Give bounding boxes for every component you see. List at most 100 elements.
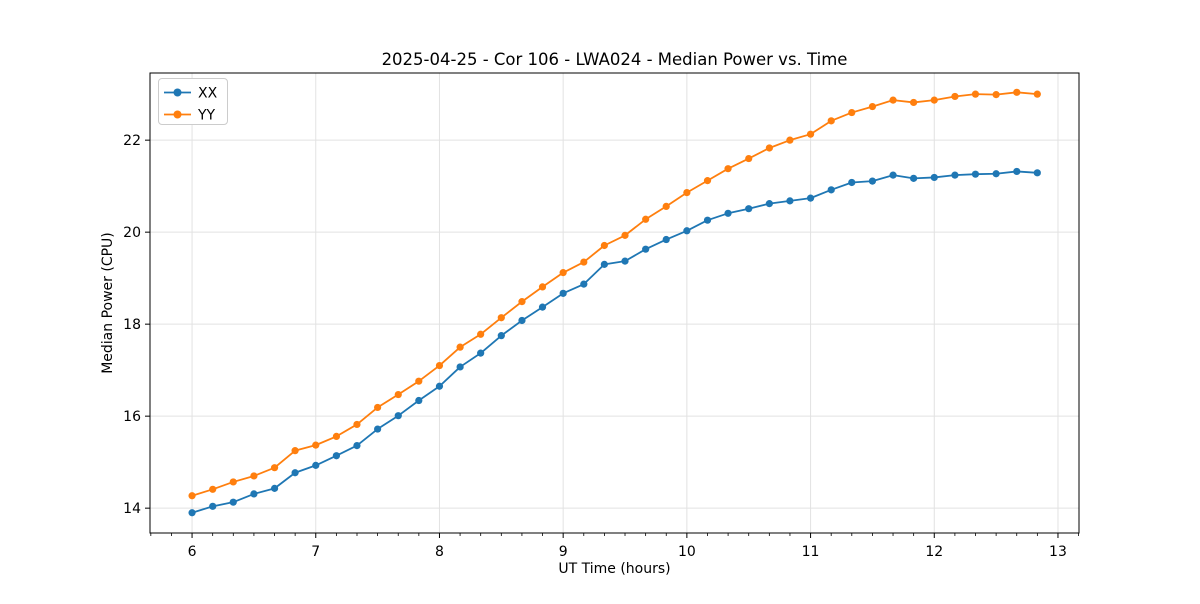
data-point-xx [930, 173, 938, 182]
series-yy [188, 88, 1041, 500]
data-point-yy [765, 144, 773, 152]
tick-labels: 6 7 8 9 10 11 12 13 14 16 18 20 22 [123, 133, 1067, 560]
data-point-yy [662, 202, 670, 210]
x-axis-label: UT Time (hours) [558, 561, 670, 577]
data-point-yy [621, 231, 629, 239]
data-point-yy [229, 478, 237, 486]
x-tick-label: 9 [559, 544, 568, 560]
data-point-xx [291, 469, 299, 477]
data-point-xx [394, 412, 402, 420]
series-xx-line [191, 170, 1038, 514]
data-point-xx [703, 216, 712, 224]
data-point-yy [188, 492, 196, 500]
data-point-xx [827, 186, 835, 194]
data-point-xx [992, 170, 1000, 178]
x-tick-label: 13 [1049, 544, 1067, 560]
data-point-yy [580, 258, 588, 266]
data-point-yy [209, 485, 217, 493]
data-point-yy [889, 96, 897, 104]
data-point-xx [374, 425, 382, 433]
legend-swatch-xx-marker [173, 88, 182, 97]
data-point-yy [992, 91, 1000, 99]
data-point-yy [848, 108, 856, 117]
data-point-yy [270, 464, 279, 472]
data-point-xx [724, 209, 732, 217]
y-tick-label: 20 [123, 225, 141, 241]
x-tick-label: 7 [311, 544, 320, 560]
x-tick-label: 12 [925, 544, 943, 560]
chart-title: 2025-04-25 - Cor 106 - LWA024 - Median P… [382, 50, 848, 69]
data-point-xx [951, 171, 959, 179]
data-point-yy [806, 130, 815, 138]
data-point-yy [683, 189, 691, 197]
data-point-xx [765, 200, 773, 208]
data-point-xx [353, 442, 361, 450]
data-point-xx [497, 332, 505, 340]
data-point-xx [456, 363, 464, 371]
data-point-xx [188, 509, 196, 517]
data-point-xx [518, 316, 526, 325]
data-point-yy [477, 330, 485, 338]
data-point-xx [209, 502, 217, 510]
data-point-xx [868, 177, 877, 185]
data-point-yy [703, 177, 712, 185]
data-point-yy [868, 102, 877, 111]
data-point-xx [786, 197, 794, 205]
data-point-xx [621, 257, 629, 265]
data-point-xx [910, 174, 918, 182]
data-point-yy [600, 241, 608, 250]
y-tick-label: 18 [123, 317, 141, 333]
series-layer [188, 88, 1041, 517]
data-point-xx [683, 227, 691, 235]
data-point-yy [497, 314, 505, 322]
data-point-yy [518, 298, 526, 306]
gridlines [150, 73, 1079, 533]
data-point-xx [250, 490, 258, 498]
data-point-yy [724, 165, 732, 173]
data-point-yy [951, 92, 959, 101]
y-tick-label: 16 [123, 409, 141, 425]
y-tick-label: 14 [123, 501, 141, 517]
x-tick-label: 6 [188, 544, 197, 560]
data-point-yy [291, 447, 299, 455]
data-point-xx [415, 396, 423, 405]
data-point-xx [538, 303, 547, 311]
data-point-yy [312, 441, 320, 449]
ticks [145, 139, 1079, 538]
data-point-yy [1013, 88, 1021, 96]
data-point-yy [827, 117, 835, 125]
data-point-xx [559, 289, 567, 297]
data-point-xx [435, 382, 444, 390]
data-point-yy [786, 136, 794, 144]
data-point-xx [312, 461, 320, 469]
data-point-yy [971, 90, 980, 98]
data-point-yy [415, 377, 423, 385]
data-point-xx [745, 205, 753, 213]
x-tick-label: 11 [802, 544, 820, 560]
data-point-yy [538, 283, 547, 291]
series-yy-line [191, 91, 1038, 497]
data-point-yy [250, 472, 258, 480]
data-point-yy [435, 361, 444, 370]
x-tick-label: 8 [435, 544, 444, 560]
data-point-xx [270, 484, 279, 492]
data-point-yy [1033, 90, 1041, 98]
legend-label-xx: XX [198, 86, 218, 102]
data-point-yy [353, 420, 361, 429]
data-point-yy [332, 432, 341, 440]
data-point-xx [229, 498, 237, 506]
y-axis-label: Median Power (CPU) [100, 232, 116, 374]
data-point-xx [889, 171, 897, 179]
plot-border [149, 72, 1080, 534]
data-point-yy [745, 154, 753, 163]
data-point-xx [971, 170, 980, 178]
data-point-xx [1013, 167, 1021, 176]
data-point-yy [559, 269, 567, 277]
legend-label-yy: YY [197, 108, 216, 124]
data-point-xx [806, 194, 815, 202]
data-point-yy [374, 403, 382, 412]
legend-swatch-yy-marker [173, 110, 182, 119]
data-point-yy [642, 215, 650, 223]
